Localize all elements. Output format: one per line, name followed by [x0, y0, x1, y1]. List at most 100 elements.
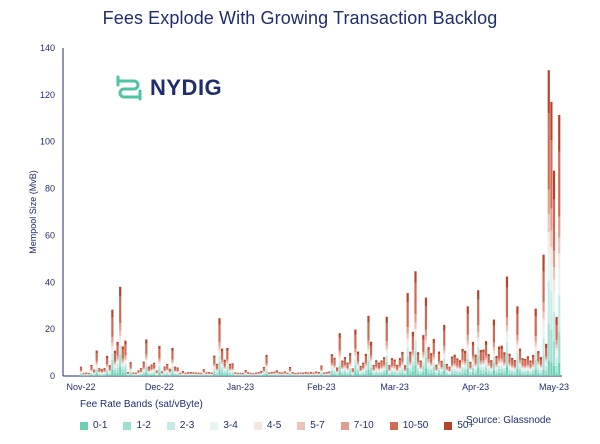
bar-segment: [275, 374, 279, 376]
bar-segment: [539, 357, 543, 360]
bar-segment: [427, 358, 430, 362]
legend-label: 4-5: [266, 420, 282, 431]
bar-segment: [508, 353, 511, 357]
bar-segment: [526, 369, 529, 372]
bar-segment: [121, 360, 124, 363]
bar-segment: [210, 373, 213, 375]
bar-segment: [215, 365, 218, 369]
bar-segment: [341, 372, 344, 375]
bar-segment: [545, 374, 548, 376]
bar-segment: [163, 373, 166, 376]
bar-segment: [529, 369, 532, 371]
bar-segment: [464, 373, 467, 376]
bar-segment: [202, 371, 205, 373]
bar-segment: [103, 367, 106, 369]
bar-segment: [372, 366, 375, 370]
bar-segment: [354, 334, 357, 349]
bar-segment: [534, 308, 537, 317]
bar-segment: [354, 352, 357, 356]
bar-segment: [100, 375, 104, 376]
bar-segment: [450, 358, 454, 365]
bar-segment: [448, 372, 451, 373]
bar-segment: [411, 356, 414, 359]
bar-segment: [262, 368, 266, 371]
bar-segment: [409, 365, 412, 367]
bar-segment: [346, 371, 349, 373]
legend-label: 0-1: [93, 420, 108, 431]
bar-segment: [142, 374, 145, 376]
bar-segment: [320, 369, 323, 371]
bar-segment: [330, 368, 333, 371]
bar-segment: [215, 369, 218, 371]
bar-segment: [385, 349, 388, 353]
bar-segment: [189, 375, 192, 376]
bar-segment: [354, 348, 357, 353]
bar-segment: [309, 372, 313, 374]
bar-segment: [422, 371, 425, 376]
bar-segment: [336, 373, 339, 376]
bar-segment: [288, 373, 292, 376]
bar-segment: [448, 367, 451, 371]
bar-segment: [359, 370, 362, 372]
bar-segment: [359, 365, 362, 368]
bar-segment: [367, 340, 370, 346]
bar-segment: [417, 370, 420, 374]
bar-segment: [550, 140, 553, 209]
bar-segment: [108, 370, 111, 372]
bar-segment: [106, 367, 109, 370]
bar-segment: [458, 361, 462, 367]
bar-segment: [521, 371, 524, 375]
bar-segment: [291, 375, 294, 376]
bar-segment: [82, 373, 85, 375]
legend-label: 3-4: [223, 420, 238, 431]
bar-segment: [341, 368, 344, 370]
bar-segment: [456, 374, 459, 376]
bar-segment: [95, 365, 98, 368]
bar-segment: [231, 372, 234, 375]
bar-segment: [142, 363, 145, 368]
bar-segment: [424, 344, 428, 350]
bar-segment: [145, 354, 148, 358]
bar-segment: [249, 373, 252, 375]
bar-segment: [375, 369, 378, 371]
bar-segment: [396, 364, 399, 367]
bar-segment: [417, 352, 420, 355]
bar-segment: [158, 364, 161, 366]
bar-segment: [409, 366, 412, 368]
bar-segment: [545, 343, 548, 349]
bar-segment: [221, 359, 224, 363]
legend-swatch: [166, 421, 175, 430]
bar-segment: [529, 372, 532, 375]
bar-segment: [424, 297, 428, 307]
bar-segment: [555, 365, 558, 374]
bar-segment: [194, 375, 198, 376]
bar-segment: [466, 340, 469, 345]
bar-segment: [469, 372, 472, 375]
bar-segment: [142, 369, 145, 371]
bar-segment: [490, 361, 493, 367]
bar-segment: [309, 375, 313, 376]
bar-segment: [390, 368, 394, 370]
bar-segment: [356, 351, 360, 355]
bar-segment: [315, 374, 318, 376]
bar-segment: [158, 368, 161, 373]
bar-segment: [537, 366, 540, 368]
bar-segment: [458, 369, 462, 371]
bar-segment: [490, 374, 493, 376]
legend-item: 10-50: [389, 420, 428, 431]
bar-segment: [126, 375, 130, 376]
bar-segment: [268, 372, 271, 374]
bar-segment: [333, 367, 336, 369]
bar-segment: [346, 369, 349, 370]
bar-segment: [524, 367, 527, 369]
bar-segment: [215, 371, 218, 374]
bar-segment: [440, 362, 443, 368]
bar-segment: [448, 366, 451, 368]
bar-segment: [367, 361, 370, 370]
bar-segment: [396, 373, 399, 375]
bar-segment: [380, 369, 383, 370]
bar-segment: [213, 371, 216, 374]
bar-segment: [461, 363, 464, 366]
bar-segment: [484, 362, 488, 365]
bar-segment: [304, 372, 307, 374]
